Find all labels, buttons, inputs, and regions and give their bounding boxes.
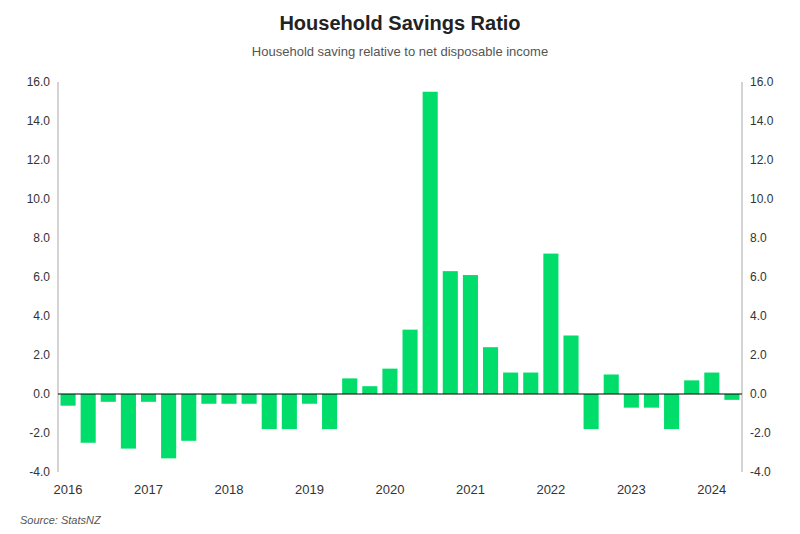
x-tick-label: 2020: [375, 482, 404, 497]
bar: [483, 347, 498, 394]
bars: [61, 92, 740, 459]
bar: [302, 394, 317, 404]
bar: [644, 394, 659, 408]
y-tick-label: 4.0: [33, 309, 50, 323]
bar: [563, 336, 578, 395]
bar: [121, 394, 136, 449]
x-tick-label: 2023: [617, 482, 646, 497]
bar: [382, 369, 397, 394]
zero-line: [58, 393, 742, 394]
bar: [101, 394, 116, 402]
y-tick-label: 2.0: [33, 348, 50, 362]
y-tick-label: -4.0: [29, 465, 50, 479]
bar: [704, 373, 719, 394]
y-tick-label: 16.0: [27, 75, 51, 89]
bar: [664, 394, 679, 429]
y-tick-label: 14.0: [27, 114, 51, 128]
bar: [342, 378, 357, 394]
bar: [362, 386, 377, 394]
bar: [523, 373, 538, 394]
x-tick-label: 2019: [295, 482, 324, 497]
y-tick-label: 10.0: [27, 192, 51, 206]
bar: [161, 394, 176, 458]
bar: [81, 394, 96, 443]
y-axis: -4.0 -2.0 0.0 2.0 4.0 6.0 8.0 10.0 12.0 14.0 16.0: [27, 75, 51, 479]
y2-tick-label: 12.0: [750, 153, 774, 167]
bar: [584, 394, 599, 429]
bar: [242, 394, 257, 404]
bar: [221, 394, 236, 404]
chart: Household Savings Ratio Household saving …: [0, 0, 800, 534]
y-tick-label: -2.0: [29, 426, 50, 440]
bar: [141, 394, 156, 402]
bar: [201, 394, 216, 404]
bar: [684, 380, 699, 394]
source: Source: StatsNZ: [20, 514, 102, 526]
x-tick-label: 2017: [134, 482, 163, 497]
bar: [403, 330, 418, 394]
y2-tick-label: 14.0: [750, 114, 774, 128]
y-tick-label: 6.0: [33, 270, 50, 284]
y-tick-label: 0.0: [33, 387, 50, 401]
y2-tick-label: 0.0: [750, 387, 767, 401]
y2-axis-line: [742, 82, 743, 472]
y2-tick-label: 2.0: [750, 348, 767, 362]
bar: [423, 92, 438, 394]
x-tick-label: 2016: [54, 482, 83, 497]
y2-tick-label: -2.0: [750, 426, 771, 440]
bar: [61, 394, 76, 406]
x-tick-label: 2022: [536, 482, 565, 497]
y2-axis: -4.0 -2.0 0.0 2.0 4.0 6.0 8.0 10.0 12.0 14.0 16.0: [750, 75, 774, 479]
y2-tick-label: 16.0: [750, 75, 774, 89]
bar: [724, 394, 739, 400]
bar: [503, 373, 518, 394]
bar: [443, 271, 458, 394]
bar: [262, 394, 277, 429]
x-tick-label: 2024: [697, 482, 726, 497]
x-tick-label: 2018: [215, 482, 244, 497]
title: Household Savings Ratio: [279, 12, 520, 34]
x-tick-label: 2021: [456, 482, 485, 497]
bar: [604, 375, 619, 395]
bar: [181, 394, 196, 441]
bar: [624, 394, 639, 408]
bar: [463, 275, 478, 394]
y2-tick-label: 10.0: [750, 192, 774, 206]
bar: [322, 394, 337, 429]
bar: [282, 394, 297, 429]
y-tick-label: 8.0: [33, 231, 50, 245]
y2-tick-label: 6.0: [750, 270, 767, 284]
y-axis-line: [58, 82, 59, 472]
x-axis: 2016 2017 2018 2019 2020 2021 2022 2023 2024: [54, 482, 727, 497]
y2-tick-label: -4.0: [750, 465, 771, 479]
y2-tick-label: 4.0: [750, 309, 767, 323]
bar: [543, 254, 558, 394]
y-tick-label: 12.0: [27, 153, 51, 167]
subtitle: Household saving relative to net disposa…: [252, 44, 548, 59]
y2-tick-label: 8.0: [750, 231, 767, 245]
